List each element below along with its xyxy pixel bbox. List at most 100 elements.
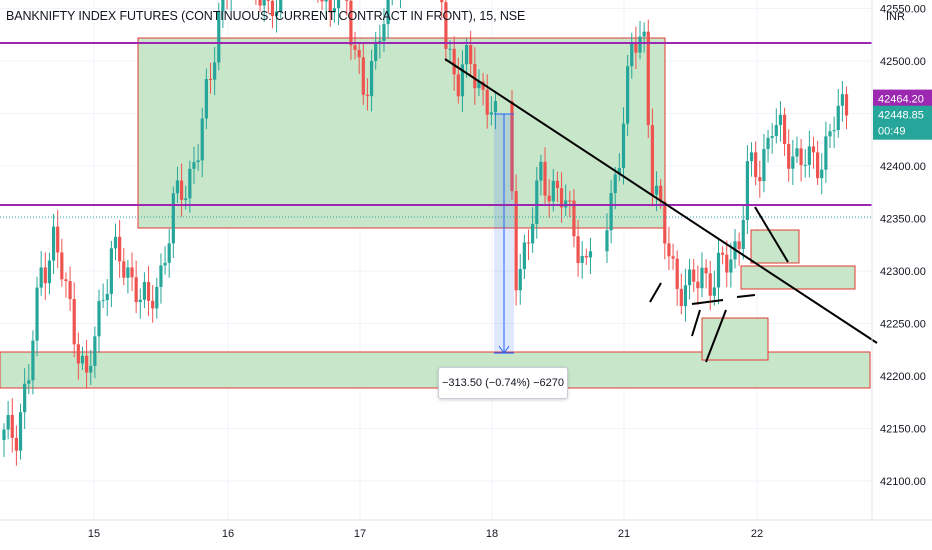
candle-body xyxy=(320,0,324,2)
candle-body xyxy=(663,201,667,244)
candle-body xyxy=(791,156,795,169)
candle-body xyxy=(535,180,539,224)
candle-body xyxy=(51,226,56,261)
candle-body xyxy=(588,251,593,258)
candle-body xyxy=(811,146,816,153)
candle-body xyxy=(93,336,97,366)
candle-body xyxy=(514,190,518,291)
x-tick-label: 22 xyxy=(751,528,763,540)
chart-title: BANKNIFTY INDEX FUTURES (CONTINUOUS: CUR… xyxy=(6,9,526,23)
candle-body xyxy=(31,340,35,381)
candle-body xyxy=(489,112,493,115)
candle-body xyxy=(638,36,642,53)
candle-body xyxy=(774,125,778,137)
trend-line-f[interactable] xyxy=(736,294,756,298)
candle-body xyxy=(258,0,262,6)
candle-body xyxy=(146,282,151,301)
candle-body xyxy=(700,267,704,289)
candle-body xyxy=(758,177,762,182)
candle-body xyxy=(646,31,650,126)
x-tick-label: 17 xyxy=(354,528,366,540)
trend-line-d[interactable] xyxy=(705,309,727,363)
candle-body xyxy=(721,252,725,255)
candle-body xyxy=(469,45,473,64)
candle-body xyxy=(167,243,171,263)
candle-body xyxy=(382,24,386,41)
candle-body xyxy=(828,131,832,137)
trend-line-a[interactable] xyxy=(754,206,789,263)
trend-line-b[interactable] xyxy=(649,282,662,303)
candle-body xyxy=(654,185,659,195)
axes-layer xyxy=(0,0,932,521)
candle-body xyxy=(10,415,14,438)
measure-tool[interactable] xyxy=(494,113,514,354)
candle-body xyxy=(617,168,621,175)
candle-body xyxy=(35,287,39,341)
candle-body xyxy=(634,42,638,53)
candle-body xyxy=(130,267,134,278)
candle-body xyxy=(650,125,655,195)
x-tick-label: 18 xyxy=(486,528,498,540)
candle-body xyxy=(192,162,196,169)
candle-body xyxy=(85,355,89,373)
pivot-price-tag-bg xyxy=(873,89,932,108)
price-axis[interactable]: 42100.00 42150.00 42200.00 42250.00 42300.00… xyxy=(880,0,926,489)
candle-body xyxy=(559,188,564,208)
candle-body xyxy=(279,0,283,12)
candle-body xyxy=(675,258,679,289)
candle-body xyxy=(444,2,448,49)
small-zone-1 xyxy=(750,229,800,264)
candle-body xyxy=(692,269,696,282)
measure-arrow-head xyxy=(498,345,510,354)
candle-body xyxy=(460,64,465,97)
candle-body xyxy=(332,8,336,13)
candle-body xyxy=(737,241,741,250)
candle-body xyxy=(605,230,609,252)
candle-body xyxy=(118,236,122,262)
candle-body xyxy=(324,0,328,2)
candle-body xyxy=(122,261,126,278)
candle-body xyxy=(832,130,836,132)
candle-body xyxy=(266,0,270,1)
trend-line-c[interactable] xyxy=(691,299,724,305)
candle-body xyxy=(18,412,23,451)
candle-body xyxy=(365,94,370,97)
candle-body xyxy=(510,101,514,191)
time-axis[interactable]: 15 16 17 18 21 22 xyxy=(88,528,763,540)
candle-body xyxy=(568,200,572,202)
candle-body xyxy=(539,161,543,181)
candle-body xyxy=(621,123,626,169)
candle-body xyxy=(208,78,213,80)
candle-body xyxy=(188,168,192,199)
candle-body xyxy=(196,160,200,163)
candle-body xyxy=(547,195,551,202)
candle-body xyxy=(749,152,754,162)
candle-body xyxy=(679,288,683,307)
candle-body xyxy=(729,259,733,273)
last-price-tag-countdown: 00:49 xyxy=(878,126,906,138)
candle-body xyxy=(72,299,76,345)
candle-body xyxy=(80,355,85,364)
y-tick-label: 42150.00 xyxy=(880,424,926,436)
candle-body xyxy=(184,198,188,200)
candle-body xyxy=(213,62,217,80)
candle-body xyxy=(816,152,820,179)
main-trend-line[interactable] xyxy=(444,58,878,344)
y-tick-label: 42400.00 xyxy=(880,161,926,173)
candle-body xyxy=(712,287,716,296)
candle-body xyxy=(481,81,485,90)
trendlines-layer[interactable] xyxy=(444,58,878,363)
candle-body xyxy=(642,31,646,37)
candle-body xyxy=(725,254,729,273)
candle-body xyxy=(580,255,584,263)
last-price-tag-text: 42448.85 xyxy=(878,110,924,122)
candle-body xyxy=(221,0,225,12)
small-zone-3 xyxy=(701,317,769,361)
candle-body xyxy=(361,57,365,95)
candle-body xyxy=(667,243,671,257)
candle-body xyxy=(378,40,382,42)
trend-line-e[interactable] xyxy=(691,309,701,337)
levels-layer xyxy=(0,42,872,218)
